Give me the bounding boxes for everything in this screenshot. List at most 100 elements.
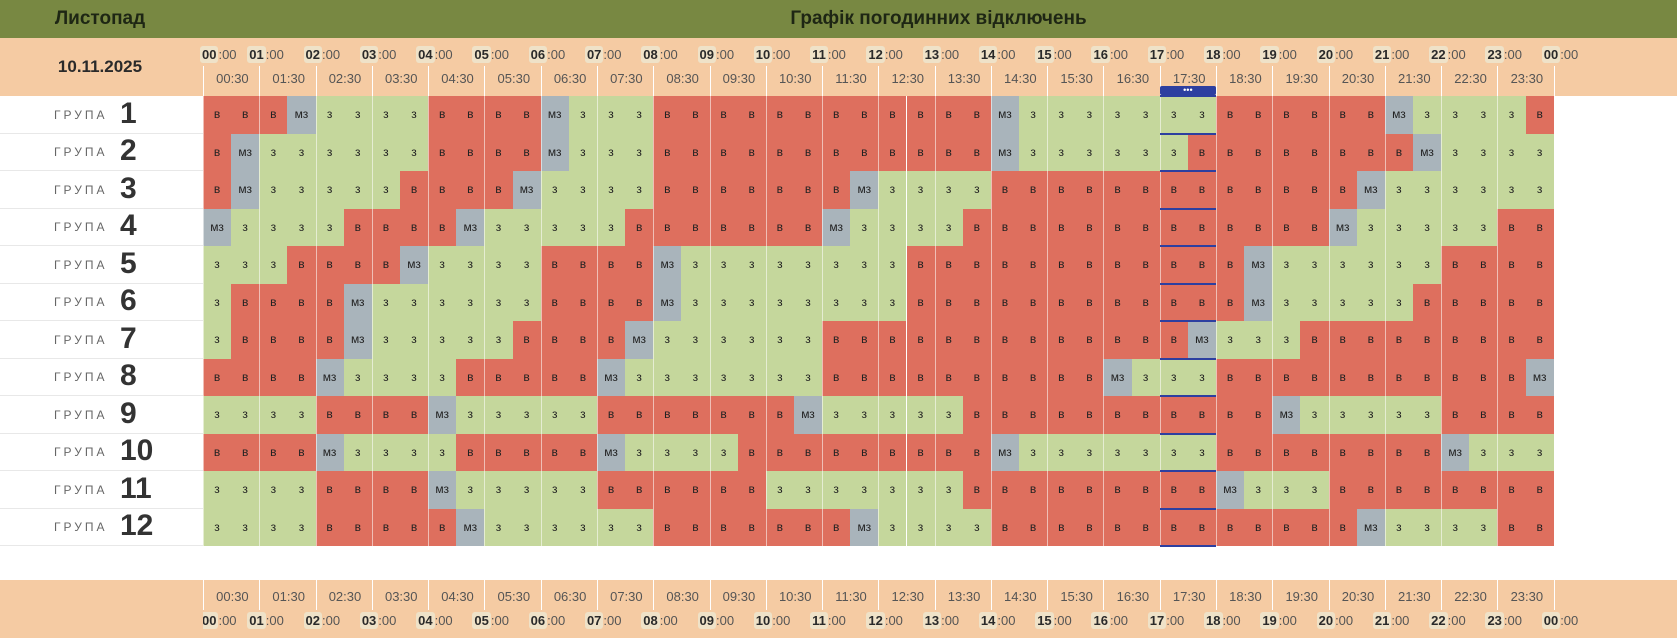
schedule-cell: з: [1469, 433, 1498, 471]
hour-label: 20:00: [1316, 612, 1353, 629]
hour-minutes: :00: [1053, 47, 1072, 62]
schedule-cell: в: [428, 133, 457, 171]
hour-label: 17:00: [1147, 46, 1184, 63]
schedule-cell: з: [399, 283, 429, 321]
schedule-cell: в: [1131, 208, 1160, 246]
schedule-cell: в: [456, 96, 485, 134]
hour-number: 07: [584, 612, 604, 629]
schedule-cell: з: [625, 508, 654, 546]
hour-tick: [484, 580, 486, 610]
hour-label: 02:00: [303, 46, 340, 63]
schedule-cell: в: [315, 283, 344, 321]
hour-tick: [1047, 580, 1049, 610]
schedule-cell: з: [1187, 96, 1217, 134]
schedule-cell: в: [1497, 283, 1526, 321]
hour-minutes: :00: [218, 613, 237, 628]
hour-minutes: :00: [1560, 613, 1579, 628]
group-row-label: ГРУПА 12: [0, 508, 203, 546]
schedule-cell: з: [1441, 133, 1470, 171]
hour-number: 08: [641, 46, 660, 63]
schedule-cell: в: [709, 471, 738, 509]
schedule-cell: в: [765, 396, 794, 434]
schedule-cell: з: [568, 208, 597, 246]
hour-minutes: :00: [1166, 613, 1185, 628]
schedule-cell: в: [1159, 508, 1188, 546]
half-hour-label: 18:30: [1229, 71, 1262, 86]
schedule-cell: з: [1469, 96, 1498, 134]
hour-tick: [934, 66, 936, 96]
schedule-cell: з: [681, 283, 710, 321]
schedule-cell: мз: [512, 171, 541, 209]
schedule-cell: в: [1441, 358, 1470, 396]
hour-tick: [1159, 580, 1161, 610]
hour-number: 09: [697, 612, 716, 629]
half-hour-label: 15:30: [1060, 71, 1093, 86]
schedule-cell: з: [765, 246, 794, 284]
schedule-cell: в: [484, 433, 513, 471]
schedule-cell: в: [456, 358, 485, 396]
hour-gridline: [878, 96, 880, 580]
schedule-cell: в: [231, 96, 260, 134]
hour-tick: [540, 66, 542, 96]
schedule-cell: з: [1384, 283, 1413, 321]
schedule-cell: з: [1216, 321, 1245, 359]
schedule-cell: з: [343, 171, 372, 209]
schedule-cell: в: [1272, 96, 1301, 134]
schedule-cell: в: [231, 283, 260, 321]
schedule-cell: в: [850, 358, 879, 396]
hour-tick: [653, 66, 655, 96]
schedule-cell: з: [371, 321, 400, 359]
schedule-cell: в: [343, 208, 372, 246]
schedule-cell: з: [540, 171, 569, 209]
schedule-cell: в: [793, 508, 823, 546]
hour-tick: [428, 580, 430, 610]
schedule-cell: з: [850, 471, 879, 509]
page-title: Графік погодинних відключень: [790, 8, 1087, 29]
schedule-cell: з: [540, 508, 569, 546]
schedule-cell: в: [1047, 396, 1076, 434]
schedule-cell: в: [1328, 96, 1357, 134]
schedule-cell: з: [1441, 171, 1470, 209]
schedule-cell: мз: [850, 508, 879, 546]
schedule-cell: в: [1075, 246, 1104, 284]
hour-minutes: :00: [827, 47, 846, 62]
hour-number: 17: [1147, 46, 1167, 63]
schedule-cell: в: [1328, 171, 1357, 209]
hour-tick: [1272, 66, 1274, 96]
hour-tick: [1384, 66, 1386, 96]
schedule-cell: з: [231, 208, 260, 246]
schedule-cell: мз: [1328, 208, 1357, 246]
hour-number: 20: [1316, 612, 1336, 629]
schedule-cell: в: [850, 96, 879, 134]
hour-label: 05:00: [472, 46, 509, 63]
hour-minutes: :00: [827, 613, 846, 628]
schedule-cell: в: [1497, 246, 1526, 284]
schedule-cell: мз: [990, 96, 1020, 134]
schedule-cell: з: [287, 396, 316, 434]
schedule-cell: в: [681, 133, 710, 171]
schedule-cell: з: [850, 246, 879, 284]
schedule-cell: в: [287, 246, 316, 284]
hour-number: 11: [810, 612, 828, 629]
schedule-cell: з: [371, 133, 400, 171]
schedule-cell: з: [1441, 96, 1470, 134]
schedule-cell: в: [1131, 508, 1160, 546]
hour-label: 18:00: [1204, 612, 1241, 629]
hour-number: 00: [200, 612, 219, 629]
schedule-cell: з: [1413, 171, 1442, 209]
hour-label: 06:00: [528, 46, 565, 63]
schedule-cell: в: [962, 133, 991, 171]
schedule-cell: в: [625, 246, 654, 284]
schedule-cell: в: [456, 433, 485, 471]
hour-tick: [1497, 580, 1499, 610]
schedule-cell: з: [596, 171, 626, 209]
group-word: ГРУПА: [54, 295, 108, 310]
schedule-cell: в: [653, 508, 682, 546]
schedule-cell: з: [681, 246, 710, 284]
hour-tick: [1328, 66, 1330, 96]
schedule-cell: в: [1300, 508, 1329, 546]
schedule-cell: з: [484, 208, 513, 246]
half-hour-label: 17:30: [1172, 71, 1206, 86]
schedule-cell: в: [484, 171, 513, 209]
schedule-cell: в: [1356, 358, 1385, 396]
